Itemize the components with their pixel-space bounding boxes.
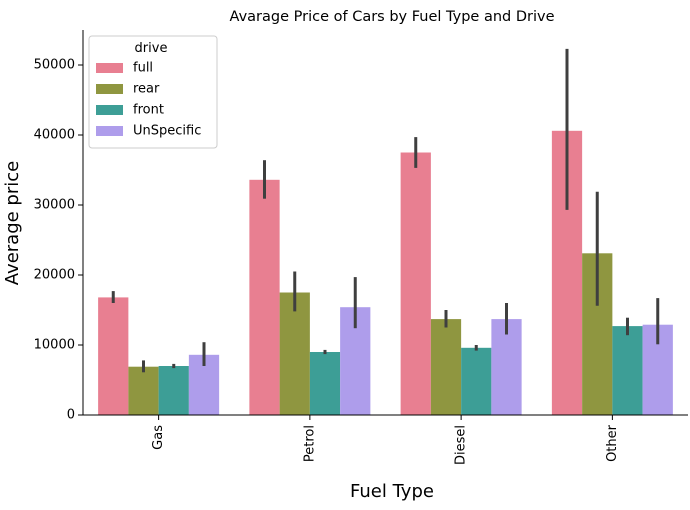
legend-items: full rear front UnSpecific bbox=[96, 61, 201, 139]
bar-gas-rear bbox=[128, 366, 159, 415]
y-tick-label: 30000 bbox=[34, 198, 75, 213]
legend-swatch-full bbox=[96, 63, 123, 73]
legend-label-full: full bbox=[133, 61, 153, 76]
x-tick-label: Gas bbox=[151, 425, 166, 450]
x-tick-label: Petrol bbox=[302, 425, 317, 462]
bar-diesel-rear bbox=[430, 319, 462, 415]
legend-swatch-front bbox=[96, 105, 123, 115]
y-tick-label: 10000 bbox=[34, 338, 75, 353]
y-tick-label: 50000 bbox=[34, 58, 75, 73]
error-bars-group bbox=[111, 48, 660, 373]
legend-swatch-unspecific bbox=[96, 126, 123, 136]
y-tick-label: 40000 bbox=[34, 128, 75, 143]
bars-group bbox=[98, 130, 673, 416]
bar-diesel-unspecific bbox=[491, 319, 522, 415]
y-axis-label: Average price bbox=[2, 161, 23, 285]
bar-gas-front bbox=[158, 366, 189, 415]
bar-petrol-front bbox=[309, 352, 341, 415]
x-ticks-group: Gas Petrol Diesel Other bbox=[151, 415, 620, 465]
x-tick-label: Diesel bbox=[454, 425, 469, 465]
legend-title: drive bbox=[135, 41, 168, 56]
bar-petrol-full bbox=[249, 179, 280, 415]
x-axis-label: Fuel Type bbox=[350, 481, 434, 502]
x-tick-label: Other bbox=[605, 424, 620, 462]
legend-label-front: front bbox=[133, 103, 164, 118]
legend-label-unspecific: UnSpecific bbox=[133, 124, 201, 139]
legend: drive full rear front UnSpecific bbox=[88, 35, 218, 149]
bar-diesel-full bbox=[400, 152, 431, 415]
legend-label-rear: rear bbox=[133, 82, 160, 97]
legend-swatch-rear bbox=[96, 84, 123, 94]
axes-group bbox=[82, 30, 688, 416]
y-tick-label: 0 bbox=[67, 408, 75, 423]
bar-petrol-rear bbox=[279, 292, 310, 415]
bar-other-front bbox=[612, 326, 643, 415]
bar-gas-full bbox=[98, 297, 129, 415]
y-tick-label: 20000 bbox=[34, 268, 75, 283]
chart-title: Avarage Price of Cars by Fuel Type and D… bbox=[230, 9, 555, 25]
y-ticks-group: 0 10000 20000 30000 40000 50000 bbox=[34, 58, 83, 423]
bar-diesel-front bbox=[461, 347, 492, 415]
